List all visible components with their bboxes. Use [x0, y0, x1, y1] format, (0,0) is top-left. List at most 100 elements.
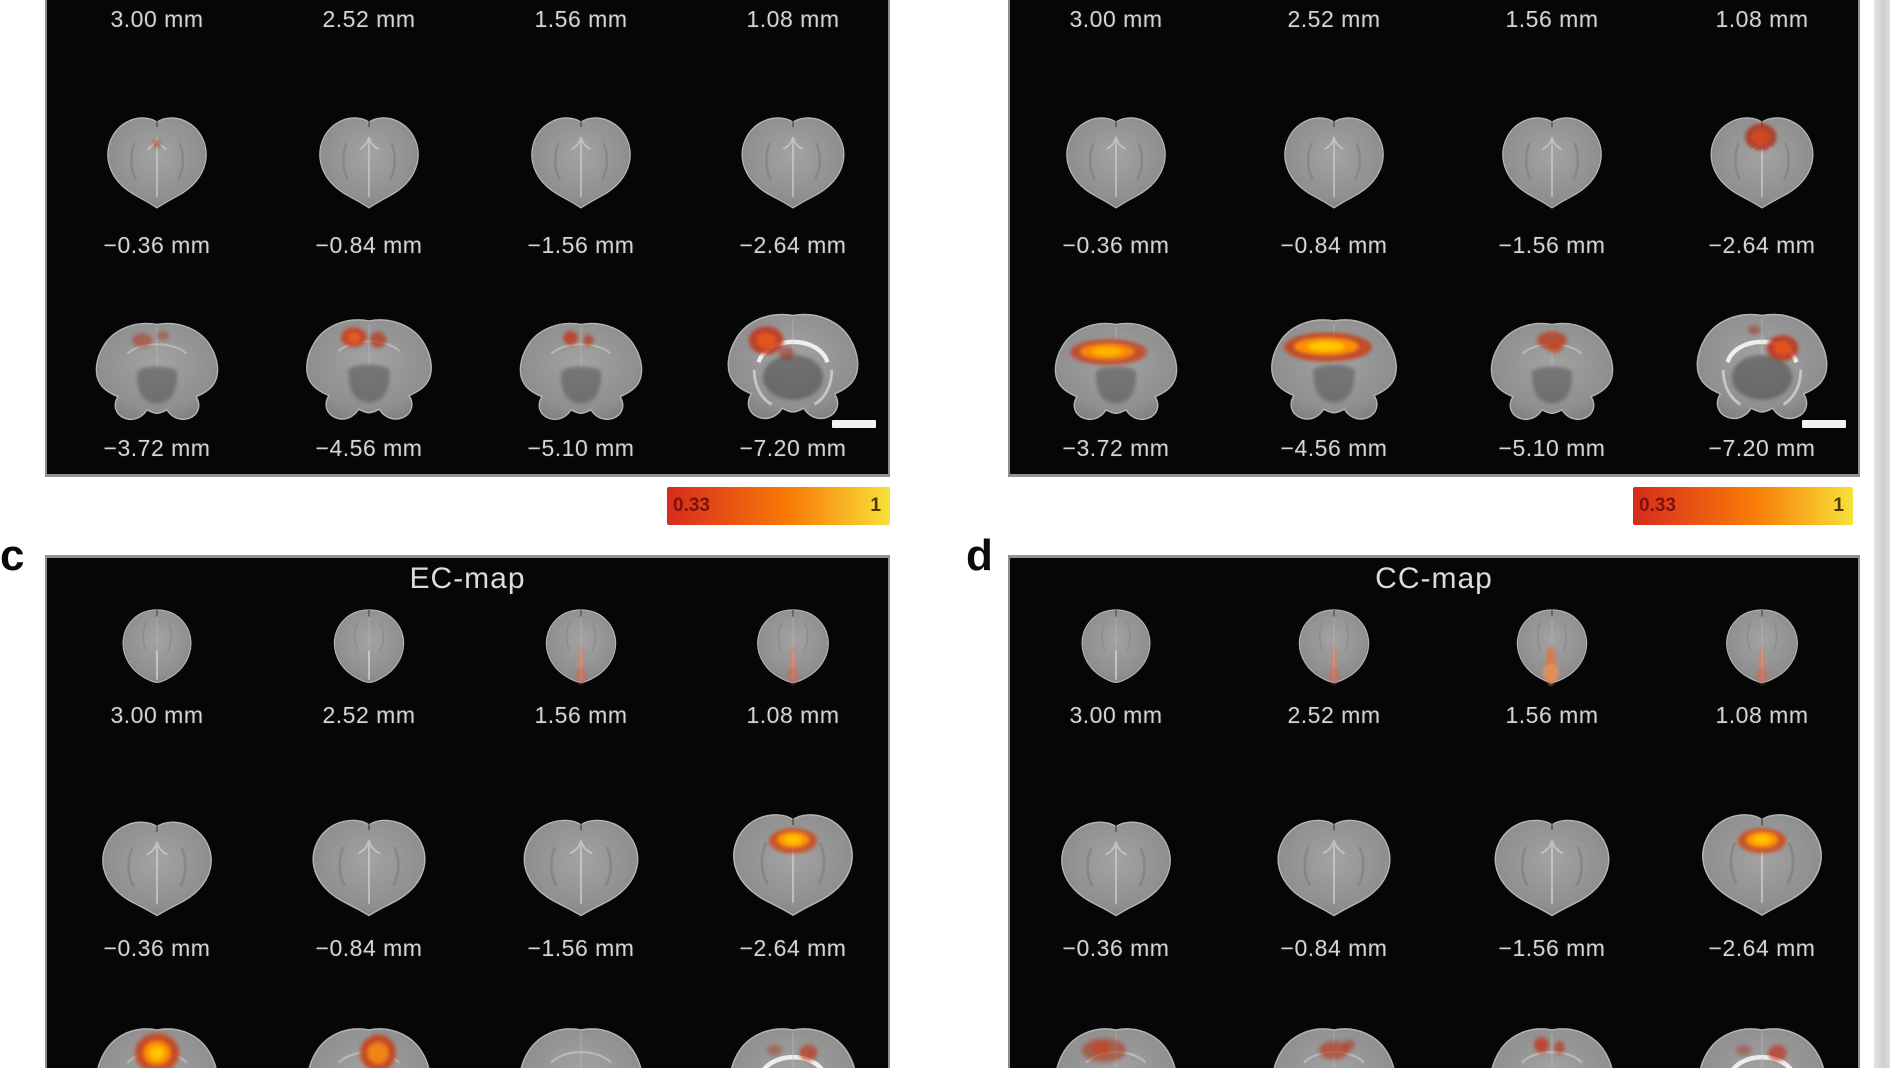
posterior_ring-brain-graphic [727, 313, 859, 420]
activation-overlay [340, 327, 387, 348]
mid-brain-graphic [1494, 819, 1610, 917]
activation-overlay [1542, 646, 1560, 686]
posterior-brain-graphic [519, 322, 643, 421]
slice-label-c-r0c1: 2.52 mm [322, 702, 416, 728]
mid-brain-graphic [102, 821, 212, 917]
brain-slice-c-r0c1 [318, 600, 420, 694]
slice-label-b-r0c0: −0.36 mm [1062, 232, 1170, 258]
mid-brain-graphic [1284, 117, 1384, 209]
mid-brain-graphic [1066, 117, 1166, 209]
slice-label-b-top-2: 1.56 mm [1505, 6, 1599, 32]
mid-brain-graphic [319, 117, 419, 209]
anterior-brain-graphic [1081, 609, 1151, 683]
brain-slice-c-r2c3 [716, 1016, 870, 1068]
activation-overlay [1534, 1037, 1565, 1055]
colorbar-b-max-label: 1 [1833, 495, 1844, 516]
posterior-brain-graphic [1273, 1028, 1395, 1068]
brain-slice-c-r2c0 [83, 1016, 231, 1068]
brain-slice-a-r0c1 [310, 110, 428, 214]
activation-overlay [748, 326, 795, 360]
posterior-brain-graphic [1054, 322, 1178, 421]
mid-brain-graphic [523, 819, 639, 917]
slice-label-b-top-3: 1.08 mm [1715, 6, 1809, 32]
slice-label-a-top-0: 3.00 mm [110, 6, 204, 32]
slice-label-d-r1c3: −2.64 mm [1708, 935, 1816, 961]
anterior-brain-graphic [757, 609, 829, 685]
panel-b-map: 3.00 mm 2.52 mm 1.56 mm 1.08 mm −0.36 mm −0… [1008, 0, 1860, 477]
activation-overlay [574, 647, 588, 685]
mid-brain-graphic [1502, 117, 1602, 209]
brain-slice-b-r0c1 [1275, 110, 1393, 214]
anterior-brain-graphic [1516, 609, 1588, 686]
brain-slice-d-r0c3 [1710, 600, 1814, 694]
brain-slice-c-r0c2 [530, 600, 632, 694]
posterior_ring-brain-graphic [731, 1028, 855, 1068]
slice-label-b-top-0: 3.00 mm [1069, 6, 1163, 32]
slice-label-d-r1c1: −0.84 mm [1280, 935, 1388, 961]
brain-slice-b-r1c1 [1258, 308, 1410, 430]
brain-slice-c-r1c1 [302, 812, 436, 922]
slice-label-a-top-1: 2.52 mm [322, 6, 416, 32]
activation-overlay [768, 828, 818, 854]
mid-brain-graphic [531, 117, 631, 209]
activation-overlay [563, 330, 594, 347]
anterior-brain-graphic [1726, 609, 1798, 685]
posterior-brain-graphic [1490, 322, 1614, 421]
anterior-brain-graphic [122, 609, 192, 683]
slice-label-d-r1c2: −1.56 mm [1498, 935, 1606, 961]
activation-overlay [152, 138, 162, 148]
scale-bar-a [832, 420, 876, 428]
slice-label-b-r0c3: −2.64 mm [1708, 232, 1816, 258]
slice-label-a-top-2: 1.56 mm [534, 6, 628, 32]
brain-slice-c-r0c0 [107, 600, 207, 694]
colorbar-b-min-label: 0.33 [1639, 495, 1676, 516]
slice-label-b-r0c1: −0.84 mm [1280, 232, 1388, 258]
panel-letter-d: d [966, 531, 993, 580]
slice-label-b-r1c3: −7.20 mm [1708, 435, 1816, 461]
colorbar-a-max-label: 1 [870, 495, 881, 516]
brain-slice-a-r0c0 [98, 110, 216, 214]
brain-slice-a-r1c3 [714, 302, 872, 430]
brain-slice-a-r1c0 [83, 312, 231, 430]
activation-overlay [1735, 1045, 1787, 1061]
brain-slice-c-r1c2 [513, 812, 649, 922]
activation-overlay [134, 1033, 180, 1068]
slice-label-d-r1c0: −0.36 mm [1062, 935, 1170, 961]
slice-label-c-r1c1: −0.84 mm [315, 935, 423, 961]
slice-label-b-r0c2: −1.56 mm [1498, 232, 1606, 258]
anterior-brain-graphic [545, 609, 617, 685]
mid-brain-graphic [1710, 117, 1814, 209]
brain-slice-d-r1c3 [1691, 806, 1833, 922]
slice-label-b-top-1: 2.52 mm [1287, 6, 1381, 32]
brain-slice-a-r0c2 [522, 110, 640, 214]
brain-slice-b-r1c0 [1042, 312, 1190, 430]
brain-slice-a-r1c1 [293, 308, 445, 430]
posterior_ring-brain-graphic [1700, 1028, 1824, 1068]
panel-c-ec-map: EC-map 3.00 mm 2.52 mm 1.56 mm 1.08 mm −… [45, 555, 890, 1068]
posterior_ring-brain-graphic [1696, 313, 1828, 420]
mid-brain-graphic [312, 819, 426, 917]
activation-overlay [1737, 828, 1787, 854]
brain-slice-b-r0c2 [1493, 110, 1611, 214]
brain-slice-b-r0c3 [1701, 110, 1823, 214]
scale-bar-b [1802, 420, 1846, 428]
slice-label-c-r0c2: 1.56 mm [534, 702, 628, 728]
slice-label-a-r1c3: −7.20 mm [739, 435, 847, 461]
brain-slice-d-r2c0 [1042, 1016, 1190, 1068]
activation-overlay [1755, 647, 1769, 685]
brain-slice-c-r1c0 [92, 814, 222, 922]
slice-label-a-r0c0: −0.36 mm [103, 232, 211, 258]
posterior-brain-graphic [306, 319, 432, 420]
posterior-brain-graphic [520, 1028, 642, 1068]
anterior-brain-graphic [333, 609, 405, 683]
brain-slice-b-r1c3 [1683, 302, 1841, 430]
slice-label-a-r1c2: −5.10 mm [527, 435, 635, 461]
brain-slice-a-r1c2 [507, 312, 655, 430]
slice-label-c-r1c0: −0.36 mm [103, 935, 211, 961]
posterior-brain-graphic [95, 322, 219, 421]
slice-label-a-r0c2: −1.56 mm [527, 232, 635, 258]
brain-slice-c-r2c1 [294, 1016, 444, 1068]
activation-overlay [766, 1045, 818, 1061]
brain-slice-d-r1c0 [1051, 814, 1181, 922]
page-edge-strip [1874, 0, 1890, 1068]
